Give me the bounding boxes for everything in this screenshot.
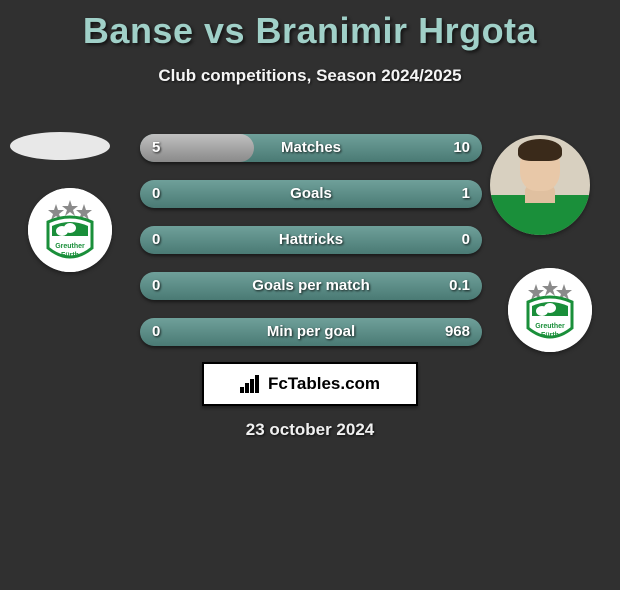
page-title: Banse vs Branimir Hrgota [0,10,620,52]
club-crest-right: Greuther Fürth [508,268,592,352]
brand-text: FcTables.com [268,374,380,394]
player-right-photo [490,135,590,235]
stat-right-value: 0.1 [449,272,470,300]
stat-bar-goals-per-match: 0 Goals per match 0.1 [140,272,482,300]
stat-right-value: 1 [462,180,470,208]
bars-icon [240,375,262,393]
stat-bar-goals: 0 Goals 1 [140,180,482,208]
stat-bar-matches: 5 Matches 10 [140,134,482,162]
svg-text:Fürth: Fürth [61,252,79,259]
stat-right-value: 968 [445,318,470,346]
stat-metric-label: Hattricks [140,226,482,254]
brand-box: FcTables.com [202,362,418,406]
stat-metric-label: Matches [140,134,482,162]
stat-right-value: 0 [462,226,470,254]
svg-text:Greuther: Greuther [55,243,85,250]
stats-container: 5 Matches 10 0 Goals 1 0 Hattricks 0 0 G… [140,134,482,364]
player-left-photo [10,132,110,160]
subtitle: Club competitions, Season 2024/2025 [0,66,620,86]
stat-metric-label: Goals [140,180,482,208]
stat-metric-label: Goals per match [140,272,482,300]
svg-text:Greuther: Greuther [535,323,565,330]
stat-bar-min-per-goal: 0 Min per goal 968 [140,318,482,346]
stat-bar-hattricks: 0 Hattricks 0 [140,226,482,254]
club-crest-left: Greuther Fürth [28,188,112,272]
date-label: 23 october 2024 [0,420,620,440]
stat-right-value: 10 [453,134,470,162]
svg-text:Fürth: Fürth [541,332,559,339]
stat-metric-label: Min per goal [140,318,482,346]
